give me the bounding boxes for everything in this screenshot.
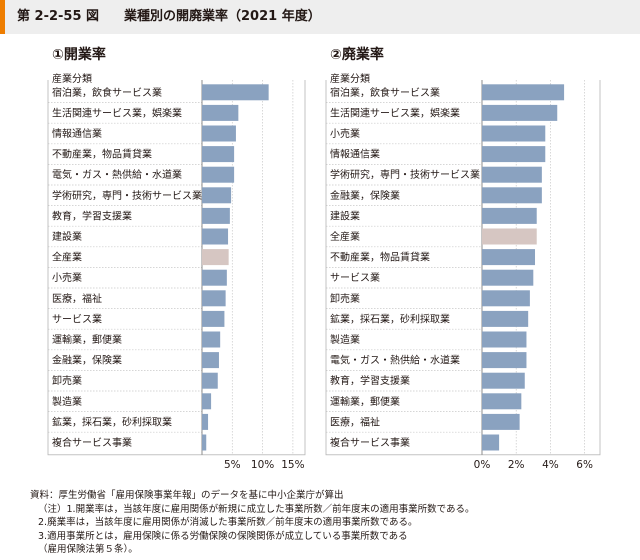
tick-label: 10% <box>251 459 274 471</box>
bar <box>202 207 230 224</box>
category-label: 情報通信業 <box>330 148 380 161</box>
category-label: 情報通信業 <box>52 127 102 140</box>
category-label: 教育，学習支援業 <box>330 374 410 387</box>
panel-title-closure-rate: ②廃業率 <box>330 47 384 63</box>
bar <box>482 166 542 183</box>
bar <box>202 413 209 430</box>
note-3: 3.適用事業所とは，雇用保険に係る労働保険の保険関係が成立している事業所数である <box>38 530 408 542</box>
category-label: 製造業 <box>330 333 360 346</box>
note-1: （注）1.開業率は，当該年度に雇用関係が新規に成立した事業所数／前年度末の適用事… <box>38 503 475 515</box>
category-label: 建設業 <box>52 230 82 243</box>
note-2: 2.廃業率は，当該年度に雇用関係が消滅した事業所数／前年度末の適用事業所数である… <box>38 517 418 528</box>
category-label: 電気・ガス・熱供給・水道業 <box>330 354 460 367</box>
plot-frame <box>47 80 306 456</box>
category-label: 鉱業，採石業，砂利採取業 <box>330 312 450 325</box>
category-label: 小売業 <box>330 127 360 140</box>
category-header-closure-rate: 産業分類 <box>330 74 370 85</box>
figure-header: 第 2-2-55 図 業種別の開廃業率（2021 年度） <box>0 0 640 34</box>
panel-title-opening-rate: ①開業率 <box>52 47 106 63</box>
bar <box>482 104 558 121</box>
bar <box>482 84 565 101</box>
bar-highlight <box>482 228 537 245</box>
category-label: 卸売業 <box>330 292 360 305</box>
bar <box>482 393 522 410</box>
tick-label: 15% <box>281 459 304 471</box>
bar <box>482 290 530 307</box>
category-label: 医療，福祉 <box>52 292 102 305</box>
bar <box>202 331 221 348</box>
figure-title: 業種別の開廃業率（2021 年度） <box>124 9 321 24</box>
bar <box>202 146 235 163</box>
bar <box>202 290 226 307</box>
category-label: 運輸業，郵便業 <box>52 333 122 346</box>
bar <box>482 352 527 369</box>
category-label: 学術研究，専門・技術サービス業 <box>330 168 480 181</box>
bar <box>202 393 212 410</box>
bar <box>482 413 520 430</box>
bar <box>202 187 232 204</box>
category-label: 複合サービス事業 <box>330 436 410 449</box>
bar <box>202 84 269 101</box>
tick-label: 2% <box>508 459 525 471</box>
bar <box>482 249 536 266</box>
bar <box>202 434 207 451</box>
category-label: 金融業，保険業 <box>330 189 400 202</box>
bar <box>202 310 225 327</box>
category-label: 生活関連サービス業，娯楽業 <box>52 106 182 119</box>
category-label: 金融業，保険業 <box>52 354 122 367</box>
category-label: 建設業 <box>330 209 360 222</box>
category-label: 学術研究，専門・技術サービス業 <box>52 189 202 202</box>
tick-label: 5% <box>224 459 241 471</box>
category-label: 宿泊業，飲食サービス業 <box>330 86 440 99</box>
category-label: 教育，学習支援業 <box>52 209 132 222</box>
bar <box>482 187 542 204</box>
category-label: 小売業 <box>52 271 82 284</box>
category-label: 鉱業，採石業，砂利採取業 <box>52 415 172 428</box>
bar <box>202 125 236 142</box>
category-label: 不動産業，物品賃貸業 <box>52 148 152 161</box>
category-label: 電気・ガス・熱供給・水道業 <box>52 168 182 181</box>
bar <box>482 372 525 389</box>
note-3-continued: （雇用保険法第５条）。 <box>38 544 138 555</box>
plot-frame <box>325 80 601 456</box>
bar <box>482 125 546 142</box>
tick-label: 0% <box>474 459 491 471</box>
note-source: 資料：厚生労働省「雇用保険事業年報」のデータを基に中小企業庁が算出 <box>30 490 344 501</box>
category-label: 複合サービス事業 <box>52 436 132 449</box>
bar <box>482 434 500 451</box>
bar <box>202 166 235 183</box>
bar <box>202 372 218 389</box>
bar <box>482 310 529 327</box>
tick-label: 4% <box>542 459 559 471</box>
category-label: 生活関連サービス業，娯楽業 <box>330 106 460 119</box>
figure-number: 第 2-2-55 図 <box>0 0 100 34</box>
bar <box>482 207 537 224</box>
bar <box>202 352 219 369</box>
category-label: 製造業 <box>52 395 82 408</box>
bar <box>202 228 229 245</box>
category-header-opening-rate: 産業分類 <box>52 74 92 85</box>
bar <box>482 269 534 286</box>
bar <box>202 269 227 286</box>
bar <box>202 104 239 121</box>
source-notes: 資料：厚生労働省「雇用保険事業年報」のデータを基に中小企業庁が算出 （注）1.開… <box>30 489 630 557</box>
category-label: 医療，福祉 <box>330 415 380 428</box>
category-label: 運輸業，郵便業 <box>330 395 400 408</box>
bar <box>482 146 546 163</box>
category-label: 宿泊業，飲食サービス業 <box>52 86 162 99</box>
tick-label: 6% <box>576 459 593 471</box>
category-label: サービス業 <box>330 271 380 284</box>
closure-rate-chart: 宿泊業，飲食サービス業生活関連サービス業，娯楽業小売業情報通信業学術研究，専門・… <box>325 80 601 471</box>
category-label: 全産業 <box>330 230 360 243</box>
category-label: サービス業 <box>52 312 102 325</box>
category-label: 卸売業 <box>52 374 82 387</box>
category-label: 不動産業，物品賃貸業 <box>330 251 430 264</box>
category-label: 全産業 <box>52 251 82 264</box>
opening-rate-chart: 宿泊業，飲食サービス業生活関連サービス業，娯楽業情報通信業不動産業，物品賃貸業電… <box>47 80 306 471</box>
bar <box>482 331 527 348</box>
bar-highlight <box>202 249 229 266</box>
